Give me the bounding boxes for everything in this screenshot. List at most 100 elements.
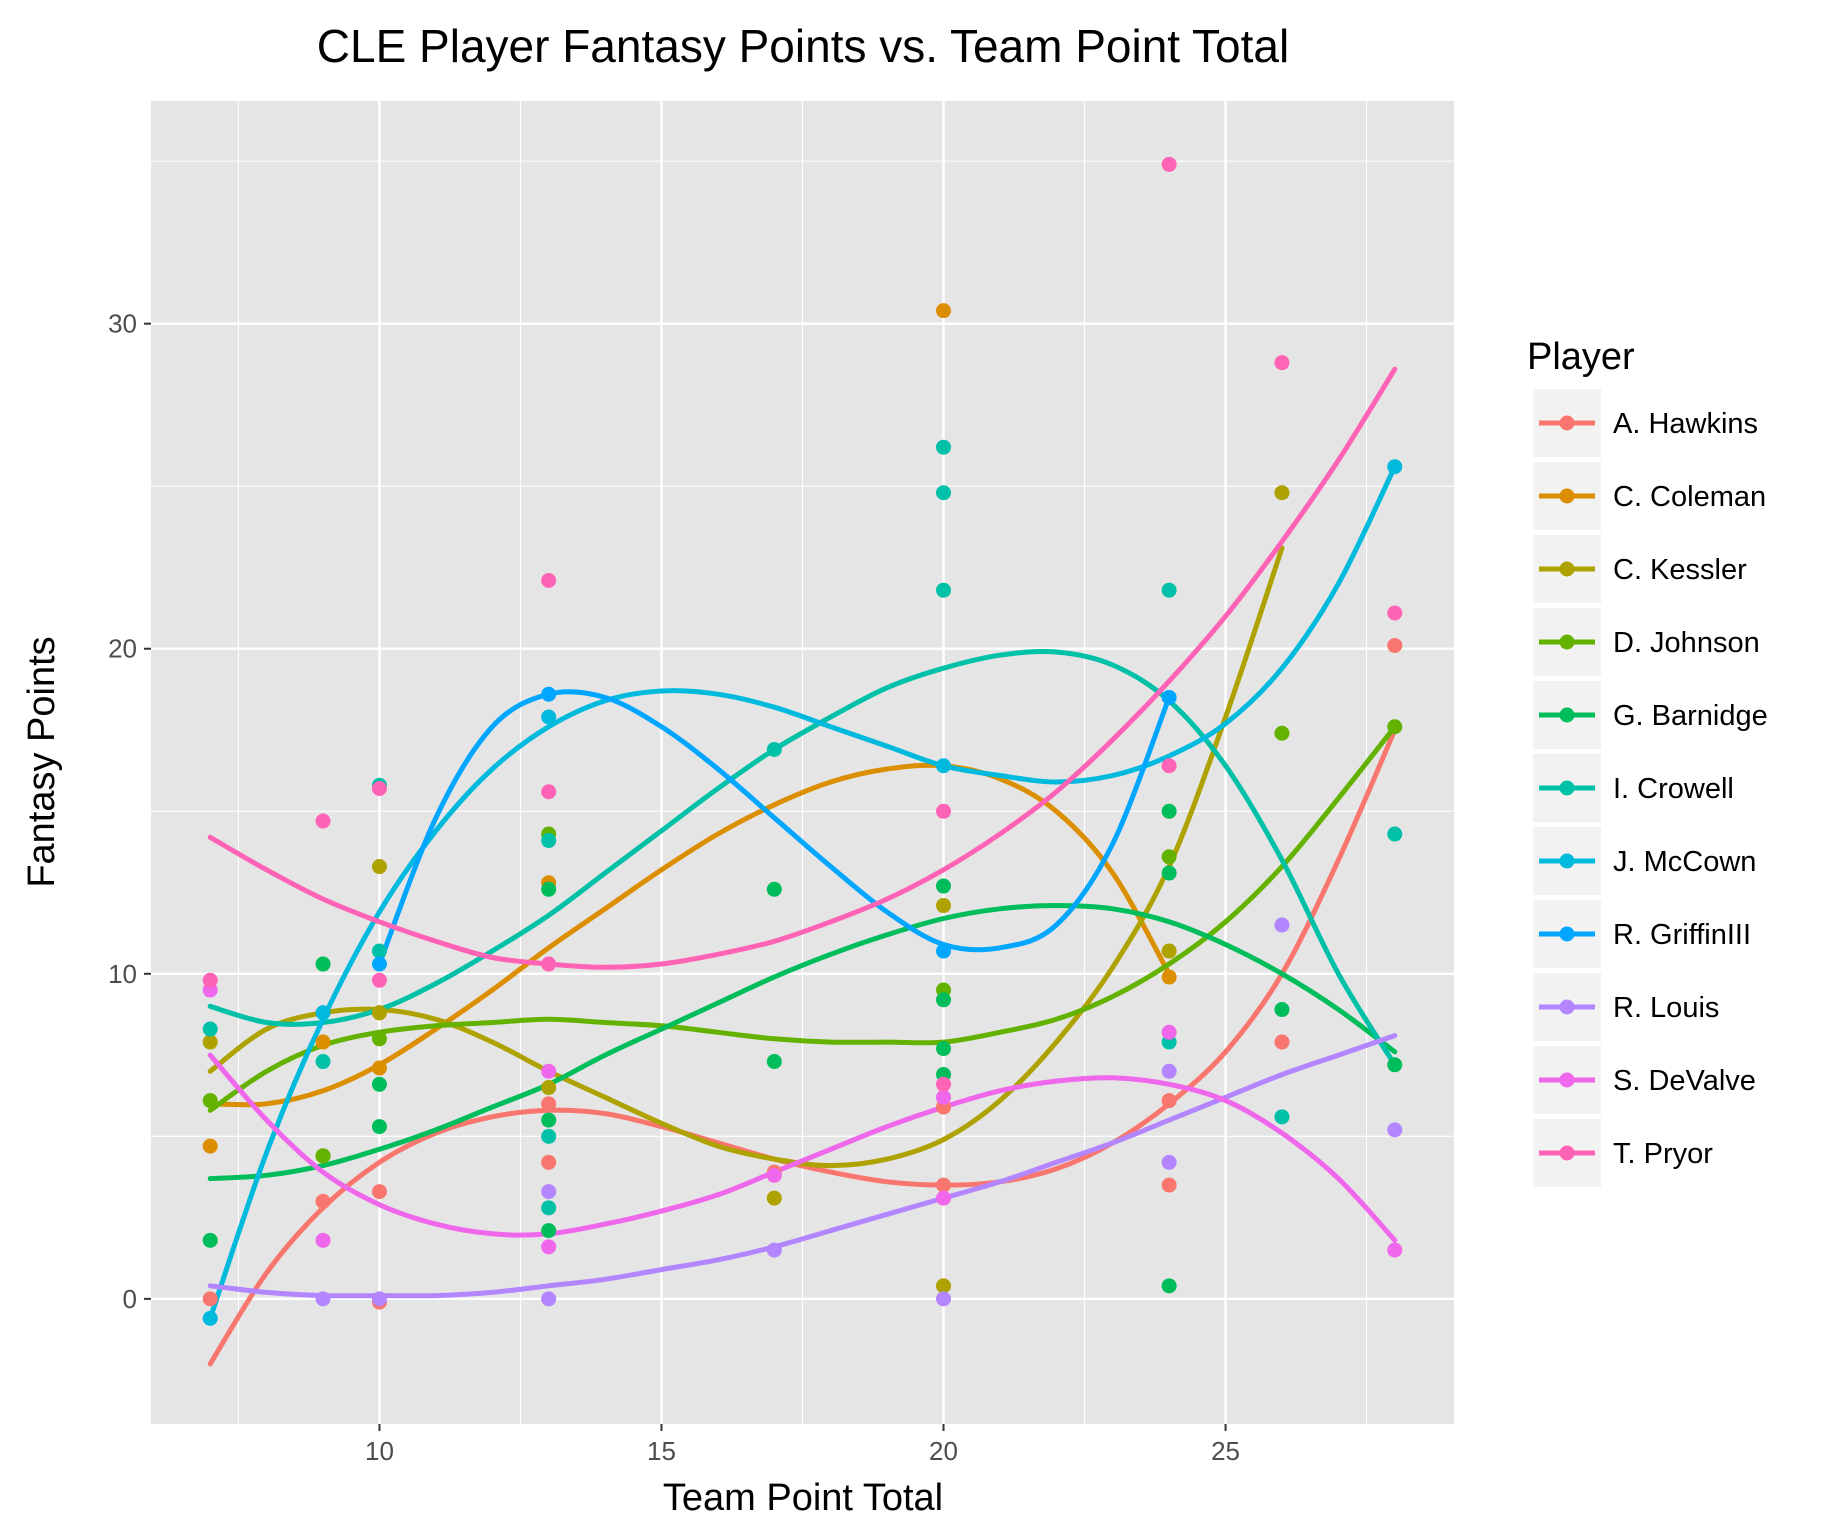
point-r-louis (1387, 1122, 1403, 1138)
point-s-devalve (1161, 1024, 1177, 1040)
point-i-crowell (541, 833, 557, 849)
point-d-johnson (202, 1093, 218, 1109)
point-t-pryor (371, 781, 387, 797)
point-a-hawkins (1387, 637, 1403, 653)
point-i-crowell (936, 485, 952, 501)
point-g-barnidge (1161, 803, 1177, 819)
point-t-pryor (936, 803, 952, 819)
curve-i-crowell (207, 648, 1398, 1068)
curve-r-griffiniii (376, 689, 1172, 967)
point-s-devalve (315, 1232, 331, 1248)
point-j-mccown (936, 758, 952, 774)
data-points (202, 156, 1403, 1326)
legend-dot-s-devalve (1559, 1072, 1575, 1088)
chart-title: CLE Player Fantasy Points vs. Team Point… (317, 20, 1289, 72)
legend-label-j-mccown: J. McCown (1613, 846, 1756, 878)
point-g-barnidge (371, 1119, 387, 1135)
point-i-crowell (371, 943, 387, 959)
point-c-kessler (766, 1190, 782, 1206)
point-g-barnidge (315, 956, 331, 972)
point-g-barnidge (936, 992, 952, 1008)
curve-r-louis (207, 1033, 1398, 1299)
point-j-mccown (541, 709, 557, 725)
point-t-pryor (202, 972, 218, 988)
legend: Player A. Hawkins C. Coleman C. Kessler D. … (1527, 336, 1768, 1187)
legend-label-d-johnson: D. Johnson (1613, 627, 1760, 659)
legend-label-i-crowell: I. Crowell (1613, 773, 1734, 805)
point-s-devalve (766, 1167, 782, 1183)
legend-label-r-louis: R. Louis (1613, 992, 1719, 1024)
point-c-coleman (936, 303, 952, 319)
point-r-louis (541, 1184, 557, 1200)
legend-label-a-hawkins: A. Hawkins (1613, 408, 1758, 440)
point-i-crowell (202, 1021, 218, 1037)
point-a-hawkins (936, 1177, 952, 1193)
point-g-barnidge (541, 881, 557, 897)
point-t-pryor (541, 784, 557, 800)
legend-label-s-devalve: S. DeValve (1613, 1065, 1756, 1097)
legend-dot-r-louis (1559, 999, 1575, 1015)
grid-lines (151, 101, 1454, 1424)
point-r-griffiniii (936, 943, 952, 959)
point-g-barnidge (1274, 1002, 1290, 1018)
point-i-crowell (1387, 826, 1403, 842)
point-a-hawkins (1274, 1034, 1290, 1050)
point-d-johnson (315, 1148, 331, 1164)
point-t-pryor (371, 972, 387, 988)
point-c-kessler (371, 859, 387, 875)
curve-g-barnidge (207, 902, 1398, 1182)
point-a-hawkins (315, 1193, 331, 1209)
point-g-barnidge (1161, 865, 1177, 881)
point-a-hawkins (202, 1291, 218, 1307)
legend-label-c-kessler: C. Kessler (1613, 554, 1747, 586)
point-r-griffiniii (371, 956, 387, 972)
point-s-devalve (1387, 1242, 1403, 1258)
y-axis-ticks: 0 10 20 30 (108, 309, 151, 1314)
legend-dot-d-johnson (1559, 634, 1575, 650)
curve-d-johnson (207, 724, 1398, 1113)
point-c-coleman (315, 1034, 331, 1050)
x-tick-label: 10 (365, 1436, 394, 1466)
point-r-griffiniii (1161, 689, 1177, 705)
point-r-louis (371, 1291, 387, 1307)
curve-t-pryor (207, 366, 1398, 970)
legend-label-g-barnidge: G. Barnidge (1613, 700, 1768, 732)
point-t-pryor (936, 1076, 952, 1092)
point-s-devalve (936, 1089, 952, 1105)
point-g-barnidge (766, 881, 782, 897)
point-t-pryor (1387, 605, 1403, 621)
point-i-crowell (936, 582, 952, 598)
legend-dot-r-griffiniii (1559, 926, 1575, 942)
point-t-pryor (541, 956, 557, 972)
legend-dot-g-barnidge (1559, 707, 1575, 723)
curve-s-devalve (207, 1052, 1398, 1243)
point-d-johnson (1387, 719, 1403, 735)
legend-dot-c-coleman (1559, 488, 1575, 504)
point-i-crowell (766, 741, 782, 757)
point-c-kessler (1274, 485, 1290, 501)
point-g-barnidge (371, 1076, 387, 1092)
point-i-crowell (1274, 1109, 1290, 1125)
point-j-mccown (315, 1005, 331, 1021)
legend-dot-a-hawkins (1559, 415, 1575, 431)
curve-j-mccown (207, 464, 1398, 1321)
point-c-kessler (371, 1005, 387, 1021)
point-c-kessler (1161, 943, 1177, 959)
legend-dot-j-mccown (1559, 853, 1575, 869)
legend-label-r-griffiniii: R. GriffinIII (1613, 919, 1751, 951)
point-c-coleman (371, 1060, 387, 1076)
y-tick-label: 20 (108, 634, 137, 664)
point-s-devalve (541, 1239, 557, 1255)
point-g-barnidge (202, 1232, 218, 1248)
y-tick-label: 10 (108, 959, 137, 989)
legend-label-t-pryor: T. Pryor (1613, 1138, 1713, 1170)
point-g-barnidge (766, 1054, 782, 1070)
point-i-crowell (541, 1128, 557, 1144)
point-r-louis (936, 1291, 952, 1307)
legend-title: Player (1527, 336, 1635, 378)
point-t-pryor (1161, 156, 1177, 172)
y-axis-title: Fantasy Points (21, 636, 63, 887)
y-tick-label: 30 (108, 309, 137, 339)
point-a-hawkins (541, 1154, 557, 1170)
